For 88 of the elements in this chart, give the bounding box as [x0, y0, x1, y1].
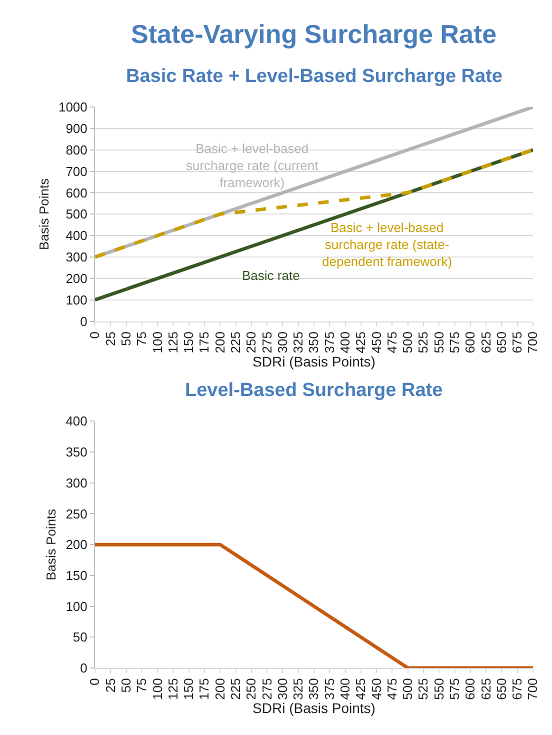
x-tick-label: 650 [494, 678, 509, 700]
x-tick-label: 50 [118, 332, 134, 346]
x-tick-label: 675 [510, 332, 525, 354]
chart-title: Level-Based Surcharge Rate [185, 380, 443, 401]
x-tick-label: 125 [165, 678, 180, 700]
x-tick-label: 150 [181, 332, 196, 354]
x-tick-label: 700 [525, 678, 540, 700]
x-tick-label: 275 [259, 332, 274, 354]
x-tick-label: 450 [368, 332, 384, 354]
y-axis-title: Basis Points [36, 178, 52, 250]
x-tick-label: 175 [196, 332, 212, 354]
x-tick-label: 0 [87, 332, 102, 339]
y-tick-label: 400 [66, 414, 88, 429]
x-tick-label: 275 [259, 678, 274, 700]
series-label: Basic + level-based surcharge rate (state-dependent framework) [322, 220, 452, 269]
x-tick-label: 575 [447, 678, 462, 700]
x-tick-label: 600 [462, 332, 478, 354]
y-tick-label: 700 [66, 164, 88, 179]
x-tick-label: 500 [400, 678, 416, 700]
x-tick-label: 400 [338, 678, 353, 700]
x-tick-label: 200 [212, 332, 228, 354]
series-label: Basic rate [242, 268, 300, 283]
y-tick-label: 0 [80, 314, 88, 329]
x-tick-label: 325 [290, 678, 306, 700]
x-tick-label: 50 [118, 678, 134, 693]
x-tick-label: 350 [306, 678, 322, 700]
x-tick-label: 450 [368, 678, 384, 700]
x-tick-label: 425 [353, 678, 368, 700]
y-tick-label: 300 [66, 250, 88, 265]
x-tick-label: 0 [87, 678, 102, 686]
x-tick-label: 350 [306, 332, 322, 354]
y-tick-label: 50 [72, 630, 88, 645]
series-label: Basic + level-based surcharge rate (current framework) [186, 141, 319, 190]
x-tick-label: 500 [400, 332, 416, 354]
x-tick-label: 225 [228, 332, 244, 354]
x-tick-label: 550 [431, 678, 446, 700]
x-tick-label: 475 [384, 332, 400, 354]
x-tick-label: 525 [416, 332, 431, 354]
x-tick-label: 200 [212, 678, 228, 700]
x-tick-label: 225 [228, 678, 244, 700]
y-tick-label: 400 [66, 228, 88, 244]
x-tick-label: 100 [150, 332, 165, 354]
x-tick-label: 475 [384, 678, 400, 700]
x-tick-label: 700 [525, 332, 540, 354]
x-tick-label: 75 [134, 332, 150, 346]
x-axis-title: SDRi (Basis Points) [252, 354, 376, 370]
y-tick-label: 500 [66, 206, 88, 222]
chart-subtitle: Basic Rate + Level-Based Surcharge Rate [126, 66, 502, 87]
x-tick-label: 175 [196, 678, 212, 700]
x-tick-label: 375 [322, 332, 337, 354]
x-tick-label: 325 [290, 332, 306, 354]
x-tick-label: 125 [165, 332, 180, 354]
x-tick-label: 675 [510, 678, 525, 700]
y-tick-label: 250 [66, 506, 88, 522]
x-tick-label: 250 [244, 678, 259, 700]
y-tick-label: 350 [66, 444, 88, 460]
x-axis-title: SDRi (Basis Points) [252, 700, 376, 716]
y-tick-label: 200 [66, 270, 88, 286]
x-tick-label: 550 [431, 332, 446, 354]
x-tick-label: 525 [416, 678, 431, 700]
y-tick-label: 200 [66, 537, 88, 552]
y-tick-label: 150 [66, 568, 88, 583]
x-tick-label: 625 [478, 678, 494, 700]
x-tick-label: 75 [134, 678, 150, 693]
chart-title: State-Varying Surcharge Rate [131, 19, 497, 49]
y-axis-title: Basis Points [44, 508, 59, 580]
y-tick-label: 300 [66, 475, 88, 490]
x-tick-label: 425 [353, 332, 368, 354]
y-tick-label: 100 [66, 292, 88, 308]
x-tick-label: 300 [274, 332, 290, 354]
x-tick-label: 575 [447, 332, 462, 354]
y-tick-label: 100 [66, 598, 88, 614]
y-tick-label: 1000 [58, 100, 88, 115]
x-tick-label: 25 [102, 332, 118, 346]
y-tick-label: 0 [80, 660, 88, 676]
x-tick-label: 600 [462, 678, 478, 700]
x-tick-label: 650 [494, 332, 509, 354]
x-tick-label: 150 [181, 678, 196, 700]
y-tick-label: 600 [66, 185, 88, 200]
x-tick-label: 375 [322, 678, 337, 700]
x-tick-label: 400 [338, 332, 353, 354]
x-tick-label: 100 [150, 678, 165, 700]
x-tick-label: 250 [244, 332, 259, 354]
x-tick-label: 25 [102, 678, 118, 693]
x-tick-label: 300 [274, 678, 290, 700]
x-tick-label: 625 [478, 332, 494, 354]
y-tick-label: 800 [66, 142, 88, 158]
y-tick-label: 900 [66, 120, 88, 136]
